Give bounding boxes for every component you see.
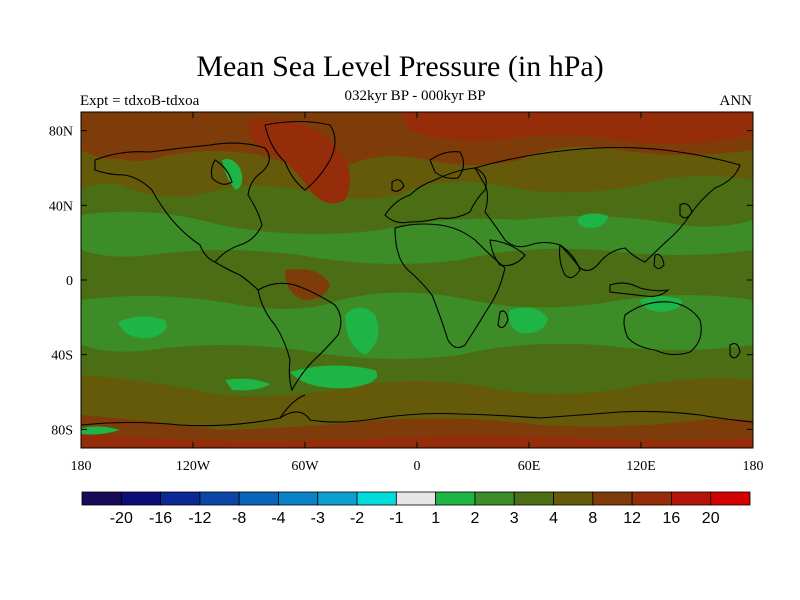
field-antarctic-low	[81, 426, 120, 435]
colorbar-swatch	[356, 491, 397, 506]
field-indian-low	[508, 307, 548, 334]
lon-tick-label: 60E	[518, 459, 541, 474]
coast-north-america	[94, 142, 270, 263]
field-australia-low	[640, 296, 683, 312]
field-s-pacific-low	[118, 316, 167, 339]
colorbar-label: 8	[588, 510, 597, 527]
coast-antarctic-peninsula	[279, 394, 306, 419]
colorbar-swatch	[631, 491, 672, 506]
colorbar-swatch	[81, 491, 122, 506]
axis-ticks: 180 120W 60W 0 60E 120E 180 80N 40N 0 40S 80S	[49, 112, 764, 474]
coast-japan	[679, 203, 693, 219]
chart-subtitle: 032kyr BP - 000kyr BP	[344, 88, 486, 104]
coast-british-isles	[391, 179, 405, 192]
colorbar-swatch	[278, 491, 319, 506]
colorbar: -20 -16 -12 -8 -4 -3 -2 -1 1 2 3 4 8 12 16 20	[81, 491, 751, 527]
lon-tick-label: 60W	[291, 459, 319, 474]
field-n-america-low	[222, 159, 243, 190]
lon-tick-label: 120W	[176, 459, 211, 474]
coast-philippines	[653, 253, 665, 270]
coast-australia	[623, 301, 702, 356]
field-tibet-low	[577, 213, 608, 228]
lon-tick-label: 180	[71, 459, 92, 474]
experiment-label: Expt = tdxoB-tdxoa	[80, 93, 200, 109]
colorbar-label: 1	[431, 510, 440, 527]
colorbar-swatch	[199, 491, 240, 506]
field-antarctic-highest	[81, 435, 753, 448]
colorbar-label: -16	[149, 510, 172, 527]
coast-scandinavia	[429, 151, 465, 179]
colorbar-swatch	[395, 491, 437, 506]
chart-title: Mean Sea Level Pressure (in hPa)	[196, 50, 604, 83]
colorbar-label: 12	[623, 510, 641, 527]
coast-hudson-bay	[210, 159, 233, 185]
colorbar-swatch	[160, 491, 201, 506]
coast-greenland	[264, 120, 336, 191]
coast-europe	[384, 167, 487, 224]
lat-tick-label: 80N	[49, 125, 73, 140]
colorbar-label: 16	[663, 510, 681, 527]
coastlines	[81, 120, 753, 427]
lon-tick-label: 0	[414, 459, 421, 474]
lon-tick-label: 120E	[626, 459, 656, 474]
colorbar-swatch	[238, 491, 279, 506]
field-e-pacific-high	[99, 158, 150, 183]
colorbar-swatch	[317, 491, 358, 506]
colorbar-label: -1	[389, 510, 403, 527]
colorbar-label: -20	[110, 510, 133, 527]
colorbar-label: -8	[232, 510, 246, 527]
coast-arabia	[489, 239, 526, 267]
colorbar-swatch	[671, 491, 712, 506]
colorbar-label: 20	[702, 510, 720, 527]
colorbar-swatch	[513, 491, 554, 506]
coast-south-america	[257, 282, 342, 392]
colorbar-swatch	[474, 491, 515, 506]
lat-tick-label: 40N	[49, 199, 73, 214]
colorbar-label: -4	[271, 510, 285, 527]
field-drake-low	[290, 365, 378, 389]
field-pole-high	[400, 112, 753, 144]
coast-india	[559, 244, 581, 279]
season-label: ANN	[719, 93, 753, 109]
field-s-atlantic-low	[345, 307, 379, 355]
lon-tick-label: 180	[743, 459, 764, 474]
colorbar-label: -3	[311, 510, 325, 527]
lat-tick-label: 80S	[51, 423, 73, 438]
colorbar-label: -12	[188, 510, 211, 527]
lat-tick-label: 40S	[51, 349, 73, 364]
pressure-field	[81, 112, 753, 448]
coast-asia	[474, 146, 741, 271]
colorbar-label: 4	[549, 510, 558, 527]
coast-africa	[394, 223, 506, 349]
colorbar-swatch	[120, 491, 161, 506]
colorbar-label: -2	[350, 510, 364, 527]
field-greenland-high	[249, 119, 350, 204]
colorbar-label: 2	[470, 510, 479, 527]
field-weddell-low	[225, 378, 270, 391]
colorbar-swatch	[435, 491, 476, 506]
colorbar-label: 3	[510, 510, 519, 527]
colorbar-swatch	[592, 491, 633, 506]
coast-madagascar	[497, 310, 509, 329]
field-s-america-high	[285, 269, 330, 300]
coast-central-america	[214, 261, 259, 291]
lat-tick-label: 0	[66, 274, 73, 289]
field-tropics	[81, 292, 753, 359]
coast-new-zealand	[729, 343, 741, 359]
coast-indonesia	[609, 282, 670, 297]
colorbar-swatch	[710, 491, 751, 506]
coast-antarctica	[81, 410, 753, 427]
colorbar-swatch	[553, 491, 594, 506]
